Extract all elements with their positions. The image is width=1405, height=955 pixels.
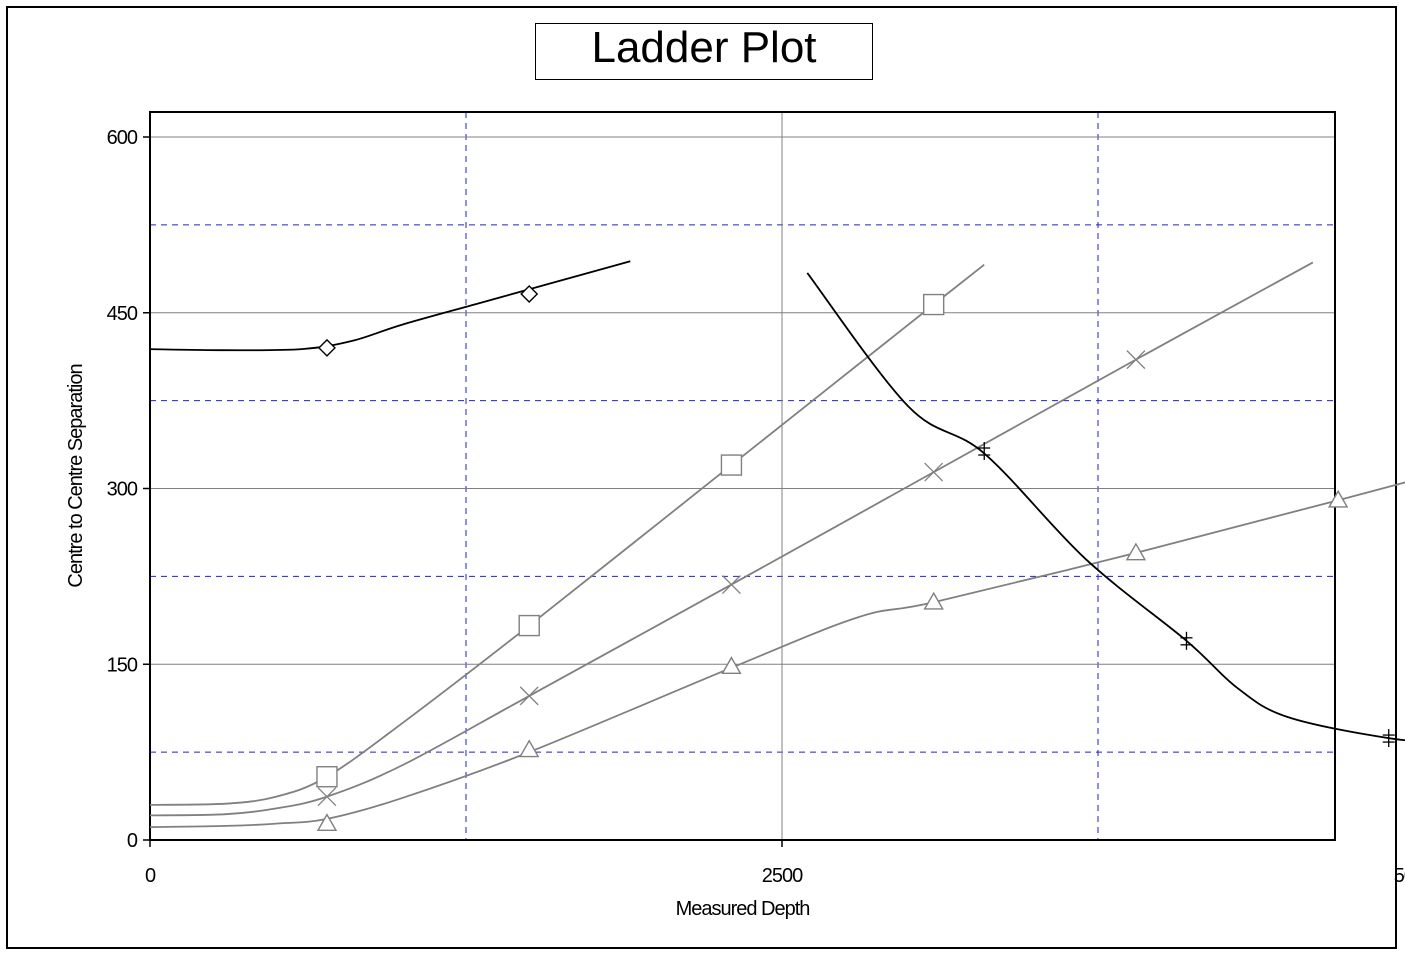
- plus-marker: [1382, 729, 1395, 748]
- x-marker-stroke: [317, 787, 337, 807]
- x-tick-label: 0: [145, 865, 156, 887]
- y-tick-label: 450: [107, 303, 138, 325]
- series-5: [806, 272, 1405, 748]
- minor-grid: [150, 112, 1335, 840]
- series-4: [149, 481, 1405, 832]
- title-box: [535, 23, 873, 80]
- x-marker-stroke: [721, 575, 741, 595]
- x-marker-stroke: [1126, 350, 1146, 370]
- plus-marker: [978, 442, 991, 461]
- series-1: [149, 260, 631, 357]
- x-marker: [317, 787, 337, 807]
- chart-title: Ladder Plot: [591, 23, 817, 72]
- plus-marker: [1180, 631, 1193, 650]
- x-marker: [721, 575, 741, 595]
- chart-frame: [6, 6, 1397, 949]
- series-line: [149, 261, 1314, 817]
- series-line: [149, 260, 631, 352]
- series-2: [149, 263, 985, 806]
- y-tick-label: 150: [107, 654, 138, 676]
- y-tick-label: 600: [107, 127, 138, 149]
- square-marker: [720, 454, 743, 476]
- x-marker: [519, 686, 539, 706]
- x-axis-label: Measured Depth: [676, 898, 810, 920]
- x-marker-stroke: [924, 462, 944, 482]
- triangle-marker: [518, 739, 540, 758]
- x-marker-stroke: [519, 686, 539, 706]
- plot-area-border: [149, 111, 1336, 841]
- diamond-marker: [317, 338, 336, 357]
- x-tick-label: 2500: [762, 865, 803, 887]
- square-marker: [316, 766, 338, 788]
- square-marker: [922, 293, 945, 316]
- square-marker: [518, 614, 540, 637]
- y-axis-label: Centre to Centre Separation: [65, 364, 87, 587]
- triangle-marker: [721, 656, 742, 675]
- x-tick-label: 5000: [1394, 865, 1405, 887]
- y-tick-label: 0: [127, 830, 138, 852]
- series-line: [149, 481, 1405, 828]
- x-marker: [1126, 350, 1146, 370]
- triangle-marker: [1125, 542, 1147, 561]
- series-line: [806, 272, 1405, 742]
- diamond-marker: [520, 285, 539, 303]
- major-grid: [150, 112, 1335, 840]
- axes: 0250050007500100001250015000015030045060…: [107, 127, 1405, 887]
- series-3: [149, 261, 1314, 817]
- x-marker: [924, 462, 944, 482]
- triangle-marker: [316, 813, 338, 832]
- y-tick-label: 300: [107, 479, 138, 501]
- series-layer: [149, 260, 1405, 832]
- series-line: [149, 263, 985, 806]
- triangle-marker: [923, 591, 944, 610]
- triangle-marker: [1327, 489, 1349, 508]
